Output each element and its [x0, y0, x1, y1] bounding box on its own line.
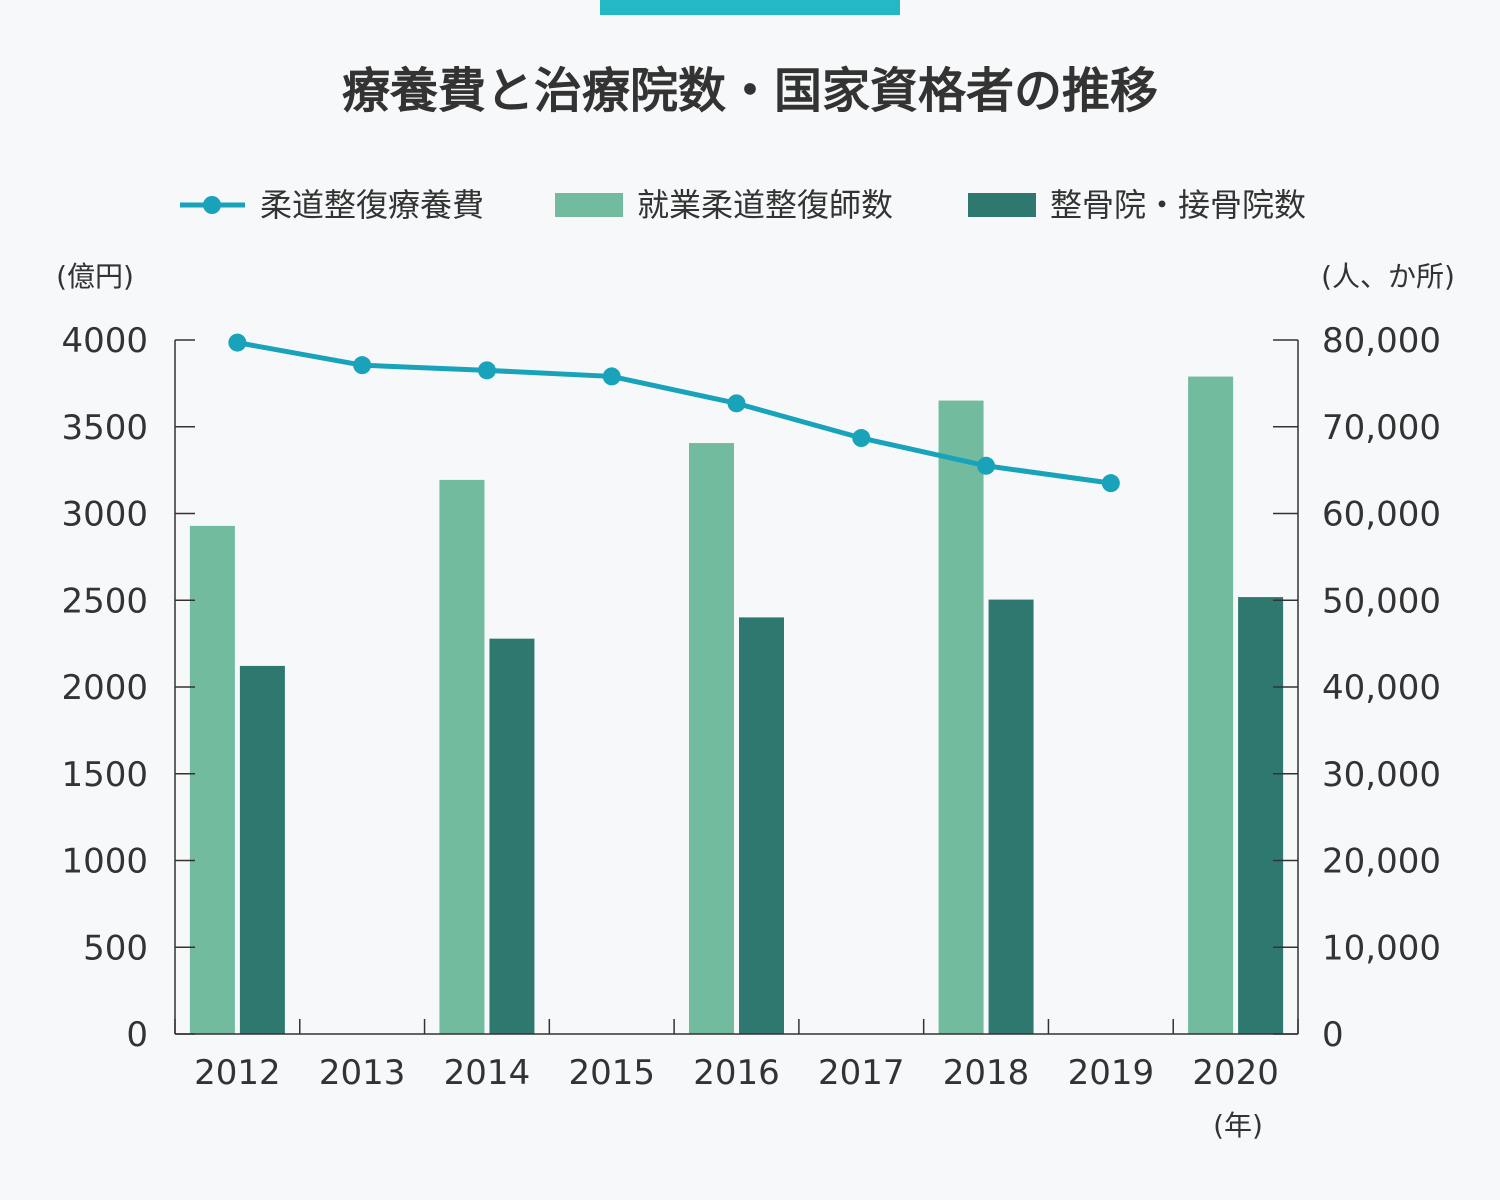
chart-title: 療養費と治療院数・国家資格者の推移 [342, 63, 1158, 119]
y-left-tick-label: 1000 [61, 842, 148, 882]
x-tick-label: 2012 [194, 1053, 281, 1093]
x-tick-label: 2020 [1192, 1053, 1279, 1093]
y-right-tick-label: 0 [1322, 1015, 1344, 1055]
line-point-2015 [602, 367, 621, 386]
legend: 柔道整復療養費 就業柔道整復師数 整骨院・接骨院数 [180, 186, 1306, 224]
bar-practitioners-2014 [439, 479, 485, 1034]
x-tick-label: 2015 [568, 1053, 655, 1093]
legend-swatch-clinics [968, 193, 1036, 217]
line-point-2018 [977, 456, 996, 475]
y-right-unit: (人、か所) [1321, 260, 1455, 293]
bar-clinics-2020 [1238, 597, 1284, 1034]
y-left-tick-label: 500 [83, 928, 148, 968]
x-tick-label: 2013 [319, 1053, 406, 1093]
legend-label-practitioners: 就業柔道整復師数 [637, 186, 893, 224]
y-left-tick-label: 3000 [61, 495, 148, 535]
bars-group [189, 376, 1284, 1035]
line-point-2012 [228, 333, 247, 352]
y-left-tick-label: 1500 [61, 755, 148, 795]
y-left-tick-label: 2000 [61, 668, 148, 708]
x-tick-label: 2016 [693, 1053, 780, 1093]
y-right-tick-label: 40,000 [1322, 668, 1441, 708]
line-point-2013 [353, 356, 372, 375]
x-tick-label: 2019 [1068, 1053, 1155, 1093]
top-accent-bar [600, 0, 900, 15]
line-series-group [228, 333, 1120, 493]
y-left-tick-label: 2500 [61, 581, 148, 621]
x-tick-label: 2018 [943, 1053, 1030, 1093]
axes-group: 0 500 1000 1500 2000 2500 3000 3500 4000 0 10,000 2… [61, 321, 1441, 1093]
legend-label-line: 柔道整復療養費 [260, 186, 484, 224]
y-left-tick-label: 3500 [61, 408, 148, 448]
legend-line-marker [203, 196, 221, 214]
y-right-tick-label: 20,000 [1322, 842, 1441, 882]
bar-clinics-2016 [739, 617, 784, 1034]
y-right-tick-label: 80,000 [1322, 321, 1441, 361]
bar-clinics-2018 [988, 599, 1034, 1034]
y-right-tick-label: 10,000 [1322, 928, 1441, 968]
y-right-tick-label: 50,000 [1322, 581, 1441, 621]
y-left-tick-label: 0 [126, 1015, 148, 1055]
line-series-path [236, 340, 1112, 486]
legend-label-clinics: 整骨院・接骨院数 [1050, 186, 1306, 224]
x-unit: (年) [1213, 1109, 1263, 1142]
x-tick-label: 2017 [818, 1053, 905, 1093]
y-right-tick-label: 60,000 [1322, 495, 1441, 535]
line-point-2016 [727, 394, 746, 413]
line-point-2014 [477, 361, 496, 380]
bar-practitioners-2020 [1188, 376, 1234, 1034]
bar-clinics-2014 [489, 638, 535, 1034]
line-point-2019 [1101, 474, 1120, 493]
y-left-unit: (億円) [56, 260, 134, 293]
y-left-tick-label: 4000 [61, 321, 148, 361]
bar-practitioners-2018 [938, 400, 984, 1034]
legend-swatch-practitioners [555, 193, 623, 217]
y-right-tick-label: 70,000 [1322, 408, 1441, 448]
bar-practitioners-2012 [189, 525, 235, 1034]
bar-practitioners-2016 [689, 443, 734, 1035]
bar-clinics-2012 [239, 665, 285, 1034]
line-point-2017 [852, 429, 871, 448]
y-right-tick-label: 30,000 [1322, 755, 1441, 795]
x-tick-label: 2014 [444, 1053, 531, 1093]
